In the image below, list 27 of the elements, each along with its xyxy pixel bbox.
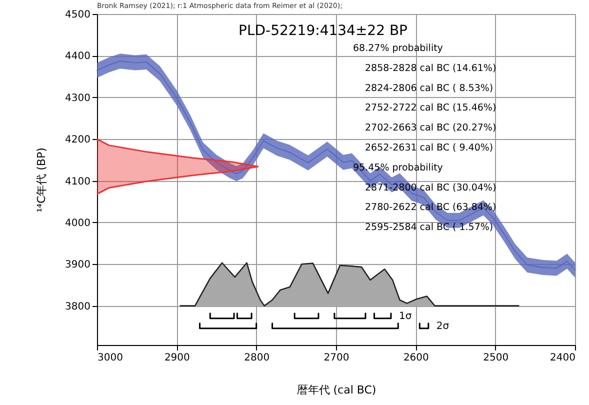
series-label: 2σ <box>436 320 450 332</box>
x-tick-label: 2700 <box>324 352 350 364</box>
annotation: 2824-2806 cal BC ( 8.53%) <box>365 82 494 94</box>
annotation: 2752-2722 cal BC (15.46%) <box>365 102 496 114</box>
y-tick-label: 4300 <box>65 92 90 104</box>
y-axis-title: ¹⁴C年代 (BP) <box>35 148 48 212</box>
x-tick-label: 2600 <box>403 352 429 364</box>
y-tick-label: 4200 <box>65 134 90 146</box>
text: PLD-52219:4134±22 BP <box>238 23 408 39</box>
annotation: 2652-2631 cal BC ( 9.40%) <box>365 142 494 154</box>
x-tick-label: 2500 <box>483 352 509 364</box>
y-tick-label: 3800 <box>65 301 90 312</box>
y-tick-label: 4100 <box>65 176 90 188</box>
x-tick-label: 2800 <box>244 352 270 364</box>
series-label: 1σ <box>398 310 412 322</box>
x-tick-label: 2400 <box>550 352 576 364</box>
annotation: 2702-2663 cal BC (20.27%) <box>365 122 496 134</box>
x-tick-label: 2900 <box>164 352 190 364</box>
x-axis-title: 暦年代 (cal BC) <box>296 384 376 396</box>
annotation: 2858-2828 cal BC (14.61%) <box>365 62 496 74</box>
y-tick-label: 4000 <box>65 218 90 229</box>
y-tick-label: 3900 <box>65 260 90 271</box>
annotation: 68.27% probability <box>353 43 444 54</box>
y-tick-label: 4500 <box>65 10 90 20</box>
annotation: 2595-2584 cal BC ( 1.57%) <box>365 222 494 234</box>
x-tick-label: 3000 <box>98 352 123 364</box>
y-tick-label: 4400 <box>65 51 90 62</box>
